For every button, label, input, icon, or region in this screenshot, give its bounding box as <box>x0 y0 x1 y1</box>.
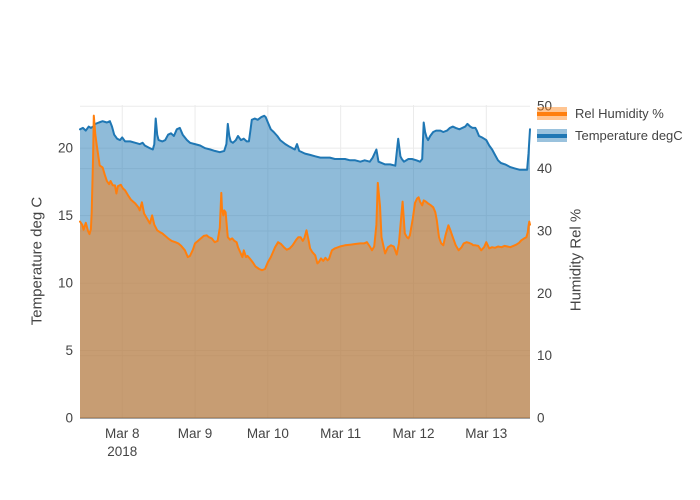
x-tick-label: Mar 10 <box>247 426 289 441</box>
legend: Rel Humidity % Temperature degC <box>537 106 683 143</box>
temperature-line <box>79 114 531 171</box>
humidity-line-icon <box>537 111 567 116</box>
right-axis-title: Humidity Rel % <box>567 208 585 312</box>
right-y-tick-label: 10 <box>537 348 552 363</box>
x-tick-label: Mar 8 <box>105 426 140 441</box>
left-y-tick-label: 0 <box>65 411 73 426</box>
right-y-tick-label: 20 <box>537 286 552 301</box>
x-tick-label: Mar 12 <box>392 426 434 441</box>
humidity-area-swatch-icon <box>537 107 567 120</box>
right-y-tick-label: 0 <box>537 411 545 426</box>
right-y-tick-label: 50 <box>537 99 552 114</box>
legend-label-temperature: Temperature degC <box>575 128 683 143</box>
x-tick-label: Mar 13 <box>465 426 507 441</box>
left-y-tick-label: 10 <box>58 276 73 291</box>
humidity-line <box>79 114 531 272</box>
x-tick-label: Mar 9 <box>178 426 213 441</box>
legend-item-rel-humidity[interactable]: Rel Humidity % <box>537 106 683 121</box>
right-y-tick-label: 30 <box>537 223 552 238</box>
x-tick-label: Mar 11 <box>320 426 361 441</box>
x-year-label: 2018 <box>107 444 137 459</box>
legend-item-temperature[interactable]: Temperature degC <box>537 128 683 143</box>
humidity-area <box>80 115 530 418</box>
left-y-tick-label: 15 <box>58 208 73 223</box>
left-y-tick-label: 20 <box>58 141 73 156</box>
left-axis-title: Temperature deg C <box>28 196 46 326</box>
temperature-line-icon <box>537 133 567 138</box>
right-y-tick-label: 40 <box>537 161 552 176</box>
left-y-tick-label: 5 <box>65 343 73 358</box>
temperature-area-swatch-icon <box>537 129 567 142</box>
legend-label-rel-humidity: Rel Humidity % <box>575 106 664 121</box>
